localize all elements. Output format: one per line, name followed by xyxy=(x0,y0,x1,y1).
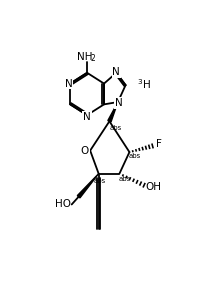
Polygon shape xyxy=(77,174,99,198)
Text: OH: OH xyxy=(145,182,161,192)
Text: abs: abs xyxy=(129,153,141,159)
Text: $^{3}$H: $^{3}$H xyxy=(137,77,151,91)
Text: NH: NH xyxy=(77,52,92,62)
Text: N: N xyxy=(115,98,123,108)
Text: N: N xyxy=(83,112,91,122)
Text: abs: abs xyxy=(119,176,131,182)
Text: O: O xyxy=(81,145,89,156)
Text: 2: 2 xyxy=(91,54,96,63)
Text: abs: abs xyxy=(109,125,122,131)
Text: HO: HO xyxy=(55,199,71,210)
Text: F: F xyxy=(156,139,162,149)
Polygon shape xyxy=(108,102,118,122)
Text: abs: abs xyxy=(93,178,106,184)
Text: N: N xyxy=(113,67,120,77)
Text: N: N xyxy=(65,79,73,88)
